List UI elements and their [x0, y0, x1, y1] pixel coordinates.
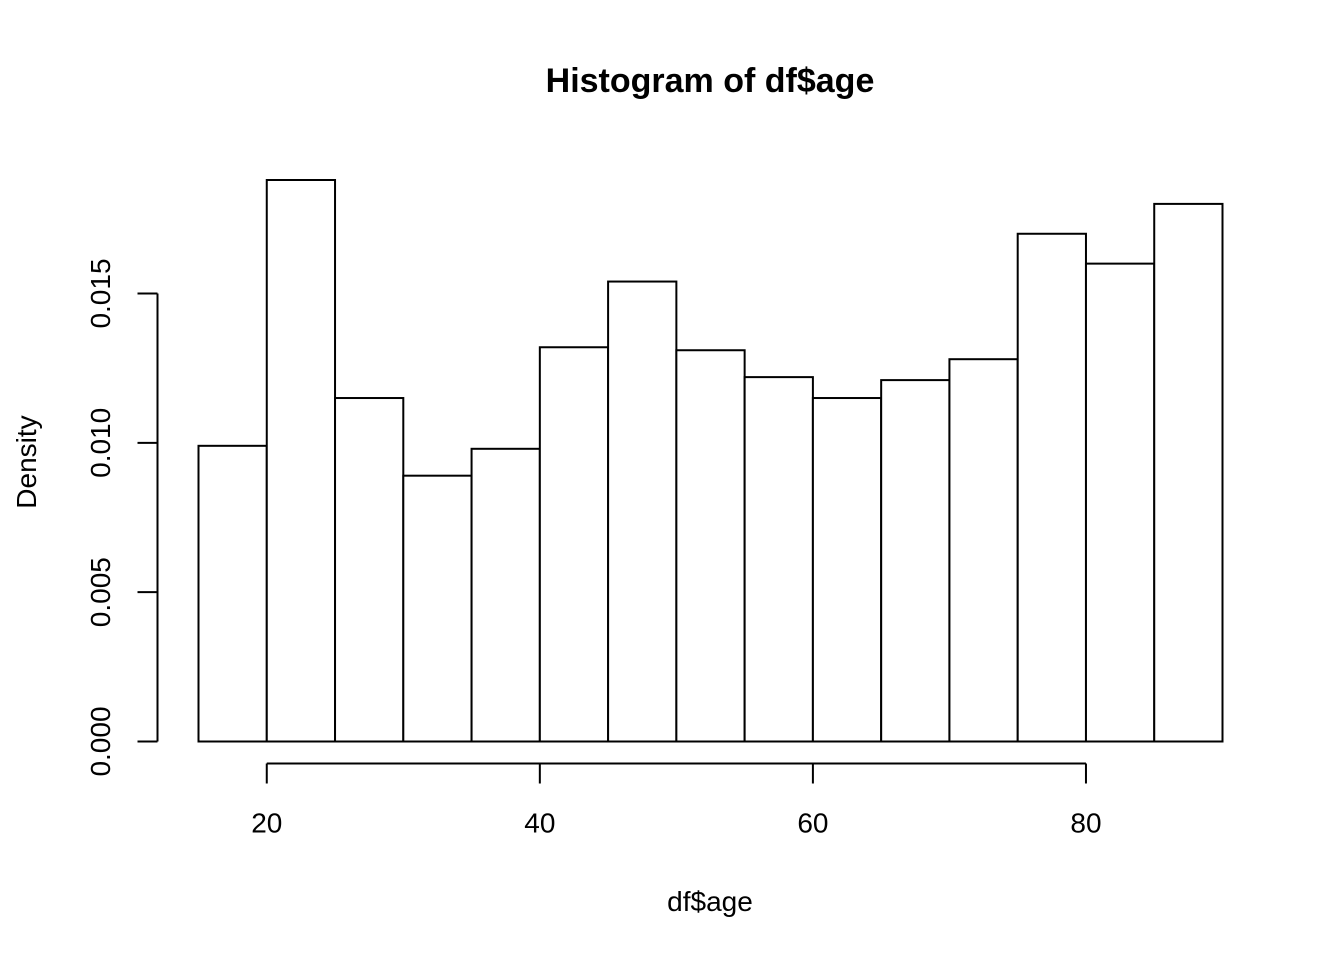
histogram-bar-9: [811, 397, 883, 743]
histogram-bar-6: [607, 280, 678, 743]
y-tick-label-3: 0.015: [85, 258, 116, 328]
histogram-bar-13: [1084, 262, 1156, 743]
histogram-bar-7: [675, 349, 746, 743]
y-axis: 0.000 0.005 0.010 0.015: [85, 258, 159, 777]
y-axis-label: Density: [11, 415, 42, 508]
histogram-bar-3: [402, 474, 473, 743]
histogram-bar-5: [538, 346, 610, 743]
y-tick-label-0: 0.000: [85, 706, 116, 776]
x-tick-label-1: 40: [524, 808, 555, 839]
bars-group: [197, 179, 1224, 743]
histogram-bar-2: [334, 397, 405, 743]
y-tick-label-1: 0.005: [85, 557, 116, 627]
x-axis: 20 40 60 80: [251, 762, 1102, 839]
histogram-bar-0: [197, 444, 268, 743]
histogram-bar-1: [265, 179, 337, 743]
histogram-bar-11: [948, 358, 1019, 743]
histogram-bar-12: [1016, 232, 1087, 743]
histogram-bar-10: [880, 379, 951, 743]
x-tick-label-2: 60: [797, 808, 828, 839]
histogram-bar-8: [743, 376, 814, 743]
histogram-bar-14: [1153, 202, 1224, 743]
histogram-bar-4: [470, 447, 541, 743]
y-tick-label-2: 0.010: [85, 408, 116, 478]
chart-title: Histogram of df$age: [546, 62, 875, 100]
x-axis-label: df$age: [667, 886, 753, 917]
x-tick-label-0: 20: [251, 808, 282, 839]
x-tick-label-3: 80: [1070, 808, 1101, 839]
